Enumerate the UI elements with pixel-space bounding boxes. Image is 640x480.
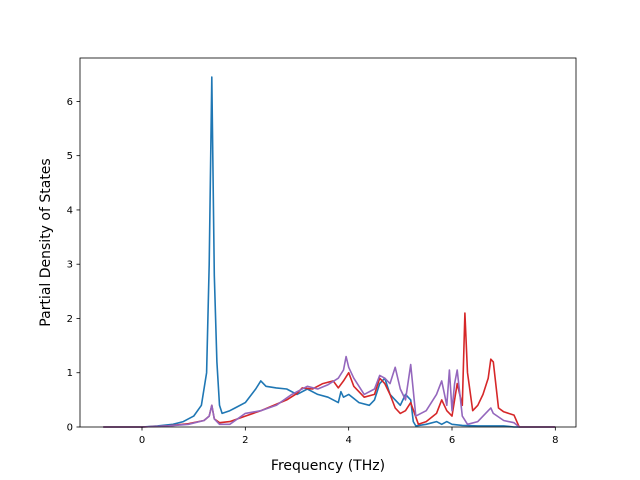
series-line-1	[103, 76, 556, 428]
series-line-2	[103, 312, 556, 428]
x-tick-label: 8	[552, 435, 558, 446]
y-tick-label: 0	[67, 423, 73, 434]
series-line-3	[103, 355, 556, 428]
x-tick-label: 4	[345, 435, 351, 446]
x-axis-label: Frequency (THz)	[271, 458, 385, 474]
y-tick-label: 5	[67, 151, 73, 162]
series-layer	[103, 76, 556, 428]
y-axis-label: Partial Density of States	[38, 158, 54, 326]
y-tick-label: 4	[67, 205, 73, 216]
x-tick-label: 6	[449, 435, 455, 446]
plot-frame	[79, 57, 577, 428]
y-tick-label: 2	[67, 314, 73, 325]
x-tick-label: 2	[242, 435, 248, 446]
y-tick-label: 6	[67, 97, 73, 108]
x-tick-label: 0	[139, 435, 145, 446]
y-tick-label: 3	[67, 260, 73, 271]
axes-layer: 0 2 4 6 8 0 1 2 3 4 5 6	[67, 57, 577, 446]
y-tick-label: 1	[67, 368, 73, 379]
